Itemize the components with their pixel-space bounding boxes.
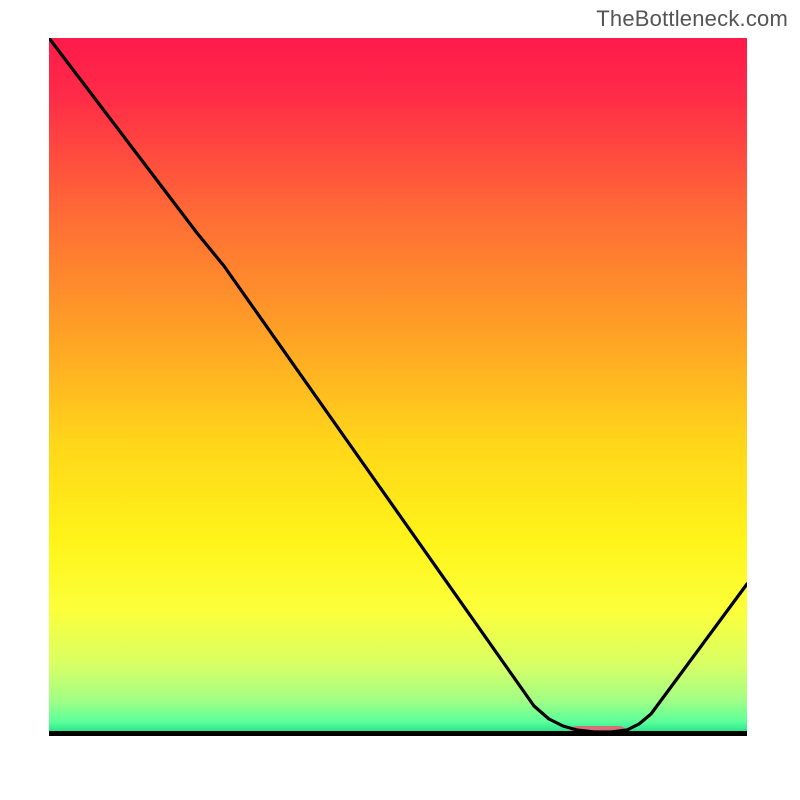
plot-area [49, 38, 747, 736]
curve-path [49, 38, 747, 732]
watermark-text: TheBottleneck.com [596, 6, 788, 32]
x-axis [49, 731, 747, 736]
chart-container: { "watermark": "TheBottleneck.com", "bac… [0, 0, 800, 800]
bottleneck-curve [49, 38, 747, 736]
